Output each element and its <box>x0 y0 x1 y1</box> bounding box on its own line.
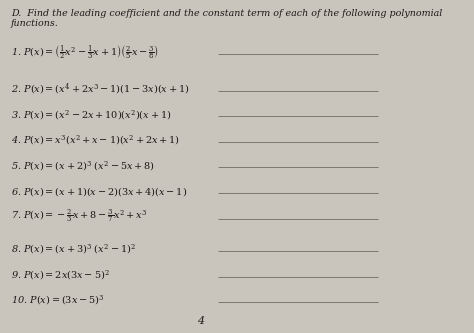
Text: 4. $P(x) = x^3(x^2+x-1)(x^2+2x+1)$: 4. $P(x) = x^3(x^2+x-1)(x^2+2x+1)$ <box>11 134 180 147</box>
Text: 4: 4 <box>197 316 204 326</box>
Text: D.  Find the leading coefficient and the constant term of each of the following : D. Find the leading coefficient and the … <box>11 9 442 18</box>
Text: 10. $P(x) = (3x-5)^3$: 10. $P(x) = (3x-5)^3$ <box>11 294 104 307</box>
Text: 2. $P(x) = (x^4+2x^3-1)(1-3x)(x+1)$: 2. $P(x) = (x^4+2x^3-1)(1-3x)(x+1)$ <box>11 82 189 97</box>
Text: 3. $P(x) = (x^2-2x+10)(x^2)(x+1)$: 3. $P(x) = (x^2-2x+10)(x^2)(x+1)$ <box>11 108 171 122</box>
Text: 6. $P(x) =(x+1)(x-2)(3x+4)(x-1)$: 6. $P(x) =(x+1)(x-2)(3x+4)(x-1)$ <box>11 185 187 198</box>
Text: 5. $P(x) = (x+2)^3\ (x^2-5x+8)$: 5. $P(x) = (x+2)^3\ (x^2-5x+8)$ <box>11 159 155 172</box>
Text: 9. $P(x) = 2x(3x-5)^2$: 9. $P(x) = 2x(3x-5)^2$ <box>11 268 109 282</box>
Text: 8. $P(x) = (x+3)^3\ (x^2-1)^2$: 8. $P(x) = (x+3)^3\ (x^2-1)^2$ <box>11 243 136 256</box>
Text: functions.: functions. <box>11 19 58 28</box>
Text: 1. $P(x) = \left(\frac{1}{2}x^2-\frac{1}{3}x+1\right)\left(\frac{2}{5}x-\frac{3}: 1. $P(x) = \left(\frac{1}{2}x^2-\frac{1}… <box>11 43 159 62</box>
Text: 7. $P(x) = -\frac{2}{3}x+8-\frac{3}{7}x^2+x^3$: 7. $P(x) = -\frac{2}{3}x+8-\frac{3}{7}x^… <box>11 208 147 225</box>
